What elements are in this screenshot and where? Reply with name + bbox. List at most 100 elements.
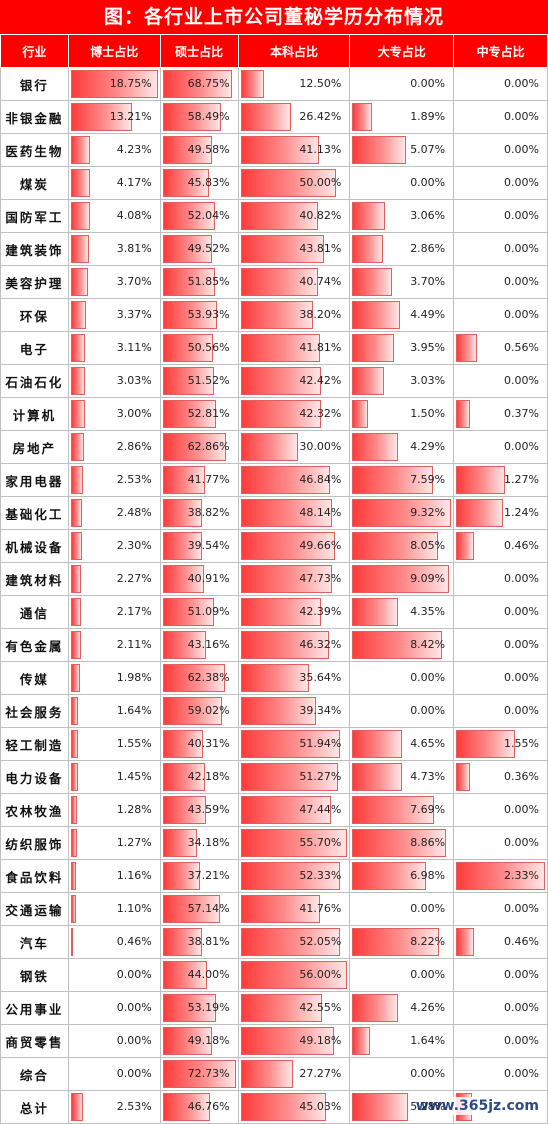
industry-label: 银行 <box>0 67 69 101</box>
data-bar <box>352 103 373 131</box>
value-cell: 8.86% <box>349 826 455 860</box>
value-cell: 40.31% <box>159 727 239 761</box>
table-body: 银行 18.75% 68.75% 12.50% 0.00% 0.00% 非银金融 13.21%… <box>0 67 548 1124</box>
value-cell: 0.00% <box>453 67 548 101</box>
data-bar <box>456 763 470 791</box>
data-label: 42.39% <box>299 605 342 618</box>
data-label: 45.03% <box>299 1100 342 1113</box>
data-label: 59.02% <box>187 704 230 717</box>
data-label: 0.00% <box>504 638 539 651</box>
value-cell: 68.75% <box>159 67 239 101</box>
data-bar <box>240 631 329 659</box>
industry-label: 电子 <box>0 331 69 365</box>
value-cell: 4.73% <box>349 760 455 794</box>
data-label: 9.09% <box>410 572 446 585</box>
value-cell: 40.91% <box>159 562 239 596</box>
data-label: 43.81% <box>299 242 342 255</box>
data-label: 0.00% <box>504 143 539 156</box>
value-cell: 41.77% <box>159 463 239 497</box>
value-cell: 37.21% <box>159 859 239 893</box>
value-cell: 41.13% <box>237 133 351 167</box>
value-cell: 42.55% <box>237 991 351 1025</box>
data-bar <box>70 697 79 725</box>
table-row: 国防军工 4.08% 52.04% 40.82% 3.06% 0.00% <box>0 199 548 233</box>
data-bar <box>70 268 88 296</box>
value-cell: 0.56% <box>453 331 548 365</box>
data-bar <box>70 400 85 428</box>
value-cell: 50.00% <box>237 166 351 200</box>
industry-label: 电力设备 <box>0 760 69 794</box>
data-label: 26.42% <box>299 110 342 123</box>
data-label: 2.53% <box>116 473 152 486</box>
data-bar <box>162 928 202 956</box>
data-label: 1.50% <box>410 407 446 420</box>
industry-label: 机械设备 <box>0 529 69 563</box>
data-label: 7.69% <box>410 803 446 816</box>
value-cell: 0.00% <box>453 826 548 860</box>
data-bar <box>240 202 319 230</box>
table-row: 房地产 2.86% 62.86% 30.00% 4.29% 0.00% <box>0 430 548 464</box>
value-cell: 30.00% <box>237 430 351 464</box>
data-bar <box>352 367 385 395</box>
value-cell: 0.00% <box>453 364 548 398</box>
value-cell: 46.84% <box>237 463 351 497</box>
value-cell: 51.85% <box>159 265 239 299</box>
value-cell: 1.98% <box>67 661 161 695</box>
value-cell: 0.36% <box>453 760 548 794</box>
data-bar <box>70 796 77 824</box>
data-bar <box>70 763 78 791</box>
data-bar <box>70 499 83 527</box>
data-label: 0.46% <box>504 935 539 948</box>
value-cell: 0.00% <box>453 1024 548 1058</box>
data-bar <box>70 466 83 494</box>
table-row: 汽车 0.46% 38.81% 52.05% 8.22% 0.46% <box>0 925 548 959</box>
data-label: 41.81% <box>299 341 342 354</box>
data-label: 3.81% <box>116 242 152 255</box>
data-label: 51.94% <box>299 737 342 750</box>
data-label: 42.42% <box>299 374 342 387</box>
value-cell: 3.95% <box>349 331 455 365</box>
data-bar <box>240 268 319 296</box>
data-label: 46.32% <box>299 638 342 651</box>
data-bar <box>162 301 217 329</box>
value-cell: 46.32% <box>237 628 351 662</box>
data-label: 3.70% <box>410 275 446 288</box>
value-cell: 0.00% <box>349 1057 455 1091</box>
value-cell: 40.74% <box>237 265 351 299</box>
table-row: 石油石化 3.03% 51.52% 42.42% 3.03% 0.00% <box>0 364 548 398</box>
value-cell: 41.81% <box>237 331 351 365</box>
data-label: 45.83% <box>187 176 230 189</box>
data-label: 0.00% <box>504 242 539 255</box>
data-bar <box>162 1060 236 1088</box>
data-bar <box>162 400 216 428</box>
data-bar <box>162 202 215 230</box>
data-bar <box>352 433 398 461</box>
data-bar <box>352 565 449 593</box>
data-label: 4.17% <box>116 176 152 189</box>
data-bar <box>352 268 392 296</box>
value-cell: 35.64% <box>237 661 351 695</box>
value-cell: 3.06% <box>349 199 455 233</box>
value-cell: 3.37% <box>67 298 161 332</box>
value-cell: 52.33% <box>237 859 351 893</box>
data-label: 2.30% <box>116 539 152 552</box>
data-label: 0.46% <box>116 935 152 948</box>
data-bar <box>162 70 232 98</box>
value-cell: 12.50% <box>237 67 351 101</box>
table-row: 综合 0.00% 72.73% 27.27% 0.00% 0.00% <box>0 1057 548 1091</box>
data-bar <box>162 136 213 164</box>
table-row: 食品饮料 1.16% 37.21% 52.33% 6.98% 2.33% <box>0 859 548 893</box>
data-label: 7.59% <box>410 473 446 486</box>
value-cell: 0.00% <box>453 694 548 728</box>
value-cell: 51.09% <box>159 595 239 629</box>
value-cell: 26.42% <box>237 100 351 134</box>
table-row: 银行 18.75% 68.75% 12.50% 0.00% 0.00% <box>0 67 548 101</box>
value-cell: 0.37% <box>453 397 548 431</box>
data-bar <box>240 763 339 791</box>
data-label: 41.76% <box>299 902 342 915</box>
data-bar <box>456 532 474 560</box>
data-bar <box>162 235 213 263</box>
value-cell: 3.03% <box>349 364 455 398</box>
data-label: 8.05% <box>410 539 446 552</box>
value-cell: 9.09% <box>349 562 455 596</box>
